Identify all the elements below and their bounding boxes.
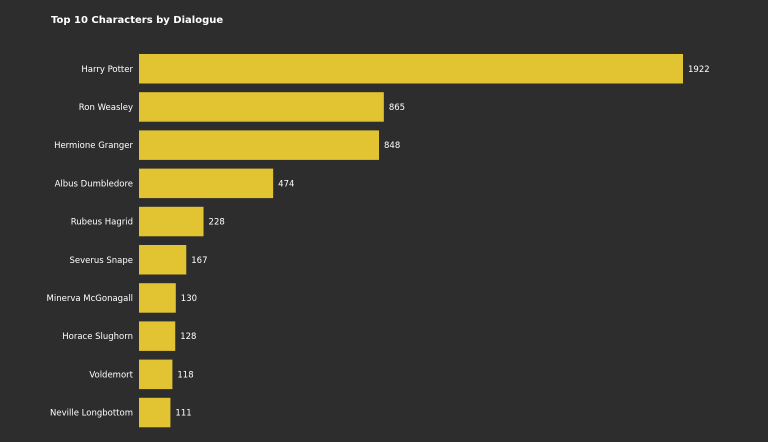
- category-label: Rubeus Hagrid: [71, 218, 133, 228]
- category-label: Harry Potter: [81, 65, 133, 75]
- data-label: 474: [278, 179, 294, 189]
- bar: [139, 92, 384, 122]
- category-label: Voldemort: [89, 370, 133, 380]
- data-label: 228: [209, 218, 225, 228]
- data-label: 167: [191, 256, 207, 266]
- category-label: Minerva McGonagall: [47, 294, 133, 304]
- bar: [139, 321, 176, 351]
- data-label: 130: [181, 294, 197, 304]
- category-label: Albus Dumbledore: [55, 179, 133, 189]
- bar: [139, 54, 683, 84]
- data-label: 865: [389, 103, 405, 113]
- category-label: Neville Longbottom: [50, 409, 133, 419]
- data-label: 111: [175, 409, 191, 419]
- bar: [139, 283, 176, 313]
- data-label: 118: [177, 370, 193, 380]
- bar: [139, 168, 274, 199]
- bar: [139, 359, 173, 390]
- category-label: Hermione Granger: [54, 141, 133, 151]
- bar: [139, 245, 187, 275]
- category-label: Severus Snape: [69, 256, 133, 266]
- bar: [139, 130, 380, 160]
- data-label: 848: [384, 141, 400, 151]
- chart-title: Top 10 Characters by Dialogue: [51, 15, 224, 26]
- data-label: 1922: [688, 65, 710, 75]
- bar: [139, 206, 204, 237]
- category-label: Ron Weasley: [79, 103, 133, 113]
- category-label: Horace Slughorn: [62, 332, 133, 342]
- bar: [139, 397, 171, 428]
- data-label: 128: [180, 332, 196, 342]
